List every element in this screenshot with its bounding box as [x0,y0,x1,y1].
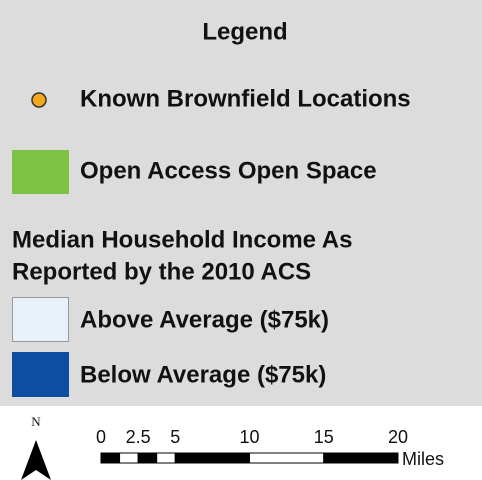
scale-segment [174,452,250,464]
section-heading: Reported by the 2010 ACS [12,258,311,285]
below-average-swatch [12,352,69,397]
scale-tick-label: 0 [96,427,106,447]
scale-segment [156,452,176,464]
open-space-swatch [12,150,69,194]
scale-tick-label: 5 [170,427,180,447]
brownfield-symbol [31,92,47,108]
scale-tick-label: 2.5 [126,427,151,447]
above-average-swatch [12,297,69,342]
legend-background [0,0,482,406]
north-label: N [31,414,41,429]
scale-segment [323,452,399,464]
scale-segment [100,452,121,464]
scale-segment [137,452,158,464]
scale-unit: Miles [402,449,444,469]
scale-tick-label: 10 [239,427,259,447]
legend-label: Above Average ($75k) [80,306,329,333]
legend-label: Open Access Open Space [80,157,377,184]
section-heading: Median Household Income As [12,226,353,253]
scale-segment [119,452,139,464]
legend-label: Below Average ($75k) [80,361,326,388]
legend-title: Legend [202,18,287,45]
legend-label: Known Brownfield Locations [80,85,411,112]
scale-tick-label: 15 [314,427,334,447]
scale-tick-label: 20 [388,427,408,447]
north-arrow [21,440,51,480]
scale-segment [249,452,325,464]
